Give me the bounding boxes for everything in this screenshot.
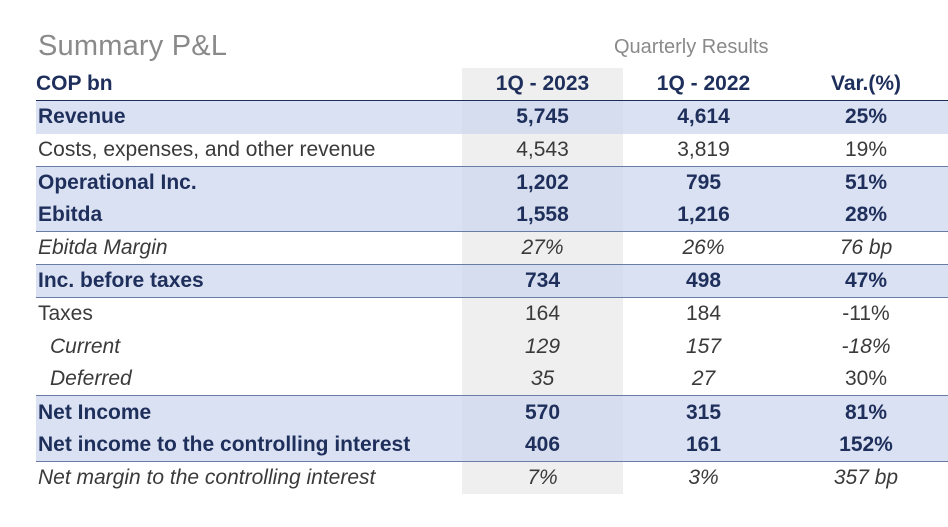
cell-1q-2023: 35 xyxy=(530,367,555,391)
row-label: Ebitda Margin xyxy=(36,231,462,265)
cell-1q-2022: 315 xyxy=(623,395,784,429)
table-row-inc-before-taxes: Inc. before taxes 734 498 47% xyxy=(36,264,948,298)
table-row-costs: Costs, expenses, and other revenue 4,543… xyxy=(36,134,948,167)
cell-variation: 81% xyxy=(784,395,948,429)
table-row-operational-inc: Operational Inc. 1,202 795 51% xyxy=(36,165,948,200)
cell-1q-2023: 1,202 xyxy=(462,165,623,200)
cell-1q-2023: 1,558 xyxy=(462,199,623,232)
cell-1q-2022: 4,614 xyxy=(623,100,784,134)
cell-variation: -11% xyxy=(784,297,948,331)
cell-1q-2023: 27% xyxy=(462,231,623,265)
cell-1q-2023: 164 xyxy=(462,297,623,331)
cell-1q-2022: 498 xyxy=(623,264,784,298)
cell-variation: 19% xyxy=(844,137,888,161)
cell-1q-2023: 406 xyxy=(462,428,623,462)
row-label: Ebitda xyxy=(36,199,462,232)
cell-1q-2022: 3% xyxy=(623,461,784,495)
row-label: Net margin to the controlling interest xyxy=(36,461,462,495)
cell-1q-2023: 5,745 xyxy=(462,100,623,134)
table-row-revenue: Revenue 5,745 4,614 25% xyxy=(36,100,948,134)
table-row-net-income: Net Income 570 315 81% xyxy=(36,395,948,429)
cell-variation: 28% xyxy=(784,199,948,232)
table-row-net-margin-controlling: Net margin to the controlling interest 7… xyxy=(36,461,948,495)
cell-1q-2023: 734 xyxy=(462,264,623,298)
table-row-current-taxes: Current 129 157 -18% xyxy=(36,330,948,363)
cell-1q-2023: 4,543 xyxy=(516,137,569,161)
cell-variation: 152% xyxy=(784,428,948,462)
cell-variation: 30% xyxy=(844,367,888,391)
table-row-ebitda-margin: Ebitda Margin 27% 26% 76 bp xyxy=(36,231,948,265)
row-label: Current xyxy=(50,334,121,358)
cell-1q-2022: 161 xyxy=(623,428,784,462)
cell-1q-2022: 1,216 xyxy=(623,199,784,232)
page-title: Summary P&L xyxy=(38,30,228,62)
cell-variation: 51% xyxy=(784,165,948,200)
header-1q-2022: 1Q - 2022 xyxy=(623,68,784,102)
table-header-row: COP bn 1Q - 2023 1Q - 2022 Var.(%) xyxy=(36,68,948,102)
header-unit: COP bn xyxy=(36,68,462,102)
row-label: Taxes xyxy=(36,297,462,331)
header-variation: Var.(%) xyxy=(784,68,948,102)
cell-1q-2023: 7% xyxy=(462,461,623,495)
cell-variation: 357 bp xyxy=(784,461,948,495)
cell-1q-2022: 157 xyxy=(685,334,722,358)
row-label: Operational Inc. xyxy=(36,165,462,200)
cell-variation: -18% xyxy=(841,334,891,358)
header-1q-2023: 1Q - 2023 xyxy=(462,68,623,102)
table-row-net-income-controlling: Net income to the controlling interest 4… xyxy=(36,428,948,462)
row-label: Deferred xyxy=(50,367,132,391)
pl-table: COP bn 1Q - 2023 1Q - 2022 Var.(%) Reven… xyxy=(36,68,948,495)
cell-1q-2023: 129 xyxy=(524,334,561,358)
cell-variation: 47% xyxy=(784,264,948,298)
row-label: Costs, expenses, and other revenue xyxy=(38,137,376,161)
row-label: Revenue xyxy=(36,100,462,134)
cell-1q-2023: 570 xyxy=(462,395,623,429)
cell-1q-2022: 3,819 xyxy=(677,137,730,161)
row-label: Net income to the controlling interest xyxy=(36,428,462,462)
cell-1q-2022: 26% xyxy=(623,231,784,265)
cell-1q-2022: 27 xyxy=(691,367,716,391)
cell-variation: 25% xyxy=(784,100,948,134)
row-label: Inc. before taxes xyxy=(36,264,462,298)
cell-1q-2022: 184 xyxy=(623,297,784,331)
page-subtitle: Quarterly Results xyxy=(614,36,769,58)
cell-variation: 76 bp xyxy=(784,231,948,265)
cell-1q-2022: 795 xyxy=(623,165,784,200)
table-row-ebitda: Ebitda 1,558 1,216 28% xyxy=(36,199,948,232)
table-row-deferred-taxes: Deferred 35 27 30% xyxy=(36,363,948,396)
row-label: Net Income xyxy=(36,395,462,429)
table-row-taxes: Taxes 164 184 -11% xyxy=(36,297,948,331)
